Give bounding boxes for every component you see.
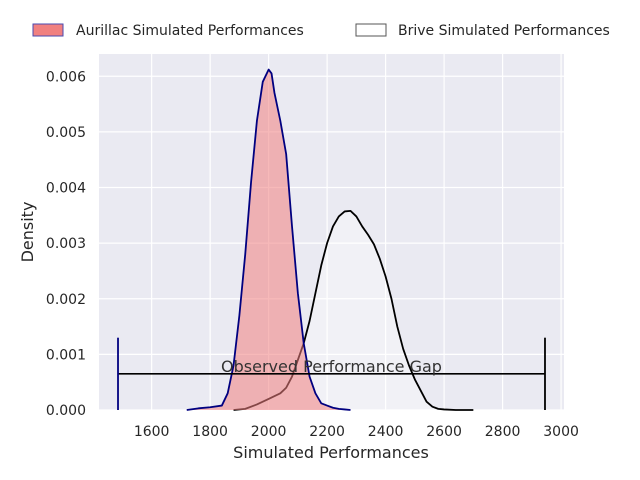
x-tick-label-4: 2400 (368, 424, 404, 440)
series-layer (186, 68, 474, 411)
gap-annotation-label: Observed Performance Gap (221, 357, 442, 376)
y-tick-label-5: 0.005 (46, 125, 86, 141)
aurillac-density-area (186, 69, 351, 410)
gap-annotation: Observed Performance Gap (117, 337, 546, 410)
y-axis-title: Density (18, 202, 37, 263)
y-tick-label-2: 0.002 (46, 292, 86, 308)
x-tick-label-5: 2600 (426, 424, 462, 440)
y-tick-label-3: 0.003 (46, 236, 86, 252)
y-tick-label-0: 0.000 (46, 403, 86, 419)
y-tick-label-6: 0.006 (46, 69, 86, 85)
tick-labels: 1600 1800 2000 2200 2400 2600 2800 3000 0.000 0.0… (46, 69, 579, 440)
x-tick-label-6: 2800 (485, 424, 521, 440)
brive-density-area (233, 210, 474, 410)
y-tick-label-4: 0.004 (46, 181, 86, 197)
y-tick-label-1: 0.001 (46, 347, 86, 363)
legend: Aurillac Simulated Performances Brive Si… (32, 23, 610, 39)
legend-swatch-aurillac (32, 23, 64, 37)
legend-label-aurillac: Aurillac Simulated Performances (76, 23, 304, 39)
x-tick-label-0: 1600 (134, 424, 170, 440)
legend-swatch-brive (355, 23, 387, 37)
legend-label-brive: Brive Simulated Performances (398, 23, 610, 39)
x-axis-title: Simulated Performances (233, 443, 429, 462)
x-tick-label-3: 2200 (309, 424, 345, 440)
x-tick-label-2: 2000 (251, 424, 287, 440)
x-tick-label-1: 1800 (192, 424, 228, 440)
x-tick-label-7: 3000 (543, 424, 579, 440)
aurillac-density-line (186, 68, 351, 411)
